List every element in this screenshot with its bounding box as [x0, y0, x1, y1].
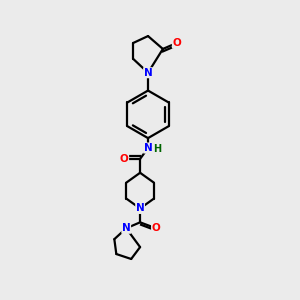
Text: N: N [136, 203, 145, 214]
Text: O: O [120, 154, 129, 164]
Text: H: H [153, 144, 161, 154]
Text: N: N [122, 223, 130, 233]
Text: O: O [152, 223, 160, 233]
Text: N: N [144, 143, 152, 153]
Text: N: N [144, 68, 152, 78]
Text: O: O [172, 38, 181, 48]
